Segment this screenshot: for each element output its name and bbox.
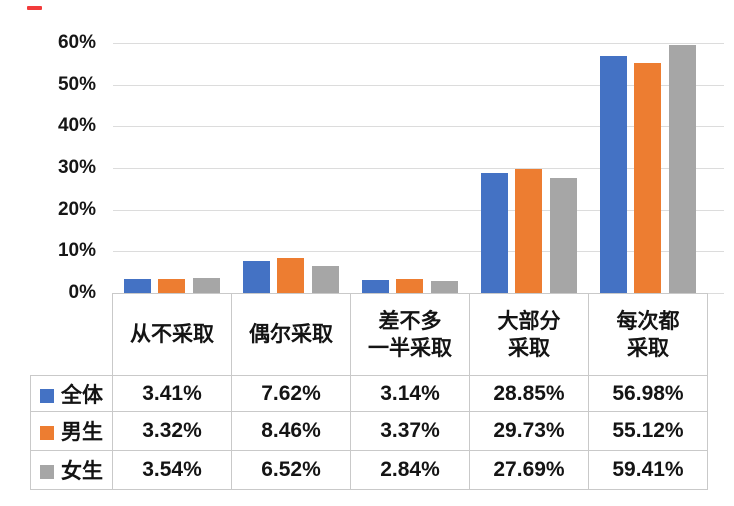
y-axis-tick-label: 10% [57, 240, 96, 262]
table-row: 男生 3.32% 8.46% 3.37% 29.73% 55.12% [30, 411, 708, 451]
legend-swatch [40, 426, 54, 440]
bar-女生-c0 [192, 278, 220, 293]
value-cell: 7.62% [231, 375, 351, 412]
category-header-cell: 从不采取 [112, 293, 232, 376]
bar-女生-c2 [430, 281, 458, 293]
bar-全体-c0 [123, 278, 151, 293]
row-label-cell: 全体 [30, 375, 113, 412]
category-header-cell: 每次都 采取 [588, 293, 708, 376]
bar-男生-c4 [634, 63, 661, 293]
value-cell: 3.37% [350, 411, 470, 451]
series-name-label: 男生 [61, 421, 103, 444]
value-cell: 3.41% [112, 375, 232, 412]
y-axis-tick-label: 30% [57, 157, 96, 178]
table-corner-cell [31, 294, 113, 376]
legend-swatch [40, 388, 54, 403]
bar-女生-c1 [311, 265, 339, 293]
value-cell: 55.12% [588, 411, 708, 451]
value-cell: 3.14% [350, 375, 470, 412]
legend-swatch [40, 465, 54, 479]
bar-全体-c4 [599, 55, 627, 293]
value-cell: 28.85% [469, 375, 589, 412]
value-cell: 3.32% [112, 411, 232, 451]
data-table: 从不采取 偶尔采取 差不多 一半采取 大部分 采取 每次都 采取全体 3.41% 7.62%… [30, 293, 708, 490]
gridline [113, 126, 724, 128]
bar-男生-c3 [515, 169, 542, 293]
y-axis-tick-label: 60% [57, 32, 96, 53]
y-axis-tick-label: 50% [57, 73, 96, 95]
gridline [113, 43, 724, 44]
y-axis-tick-label: 40% [57, 115, 96, 137]
category-header-cell: 大部分 采取 [469, 293, 589, 376]
value-cell: 56.98% [588, 375, 708, 412]
y-axis-tick-label: 20% [57, 198, 96, 220]
gridline [113, 209, 724, 211]
value-cell: 29.73% [469, 411, 589, 451]
table-row: 全体 3.41% 7.62% 3.14% 28.85% 56.98% [30, 375, 708, 412]
value-cell: 3.54% [112, 450, 232, 490]
series-name-label: 女生 [61, 460, 103, 483]
bar-全体-c2 [361, 279, 389, 293]
series-name-label: 全体 [61, 383, 103, 407]
table-row: 女生 3.54% 6.52% 2.84% 27.69% 59.41% [30, 450, 708, 490]
bar-全体-c1 [242, 261, 270, 293]
gridline [113, 251, 724, 253]
bar-男生-c0 [158, 279, 185, 293]
y-axis-tick-label: 0% [68, 282, 96, 303]
value-cell: 59.41% [588, 450, 708, 490]
gridline [113, 168, 724, 169]
value-cell: 27.69% [469, 450, 589, 490]
value-cell: 8.46% [231, 411, 351, 451]
value-cell: 2.84% [350, 450, 470, 490]
row-label-cell: 男生 [30, 411, 113, 451]
category-header-cell: 偶尔采取 [231, 293, 351, 376]
bar-全体-c3 [480, 172, 508, 293]
gridline [113, 84, 724, 86]
row-label-cell: 女生 [30, 450, 113, 490]
bar-女生-c4 [668, 45, 696, 293]
value-cell: 6.52% [231, 450, 351, 490]
category-header-cell: 差不多 一半采取 [350, 293, 470, 376]
bar-男生-c2 [396, 278, 423, 293]
red-dash-marker [27, 6, 42, 10]
bar-女生-c3 [549, 177, 577, 293]
bar-男生-c1 [277, 257, 304, 293]
